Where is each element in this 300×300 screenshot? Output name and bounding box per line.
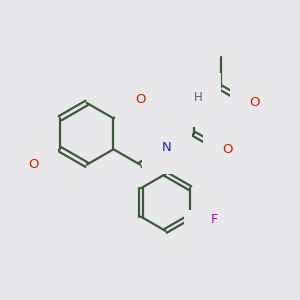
Text: O: O xyxy=(135,93,146,106)
Text: N: N xyxy=(162,141,172,154)
Text: H: H xyxy=(194,91,203,104)
Text: N: N xyxy=(184,94,194,107)
Text: F: F xyxy=(212,222,219,236)
Text: O: O xyxy=(28,158,38,171)
Text: F: F xyxy=(211,213,218,226)
Text: O: O xyxy=(250,96,260,110)
Text: O: O xyxy=(223,143,233,156)
Text: F: F xyxy=(203,228,210,241)
